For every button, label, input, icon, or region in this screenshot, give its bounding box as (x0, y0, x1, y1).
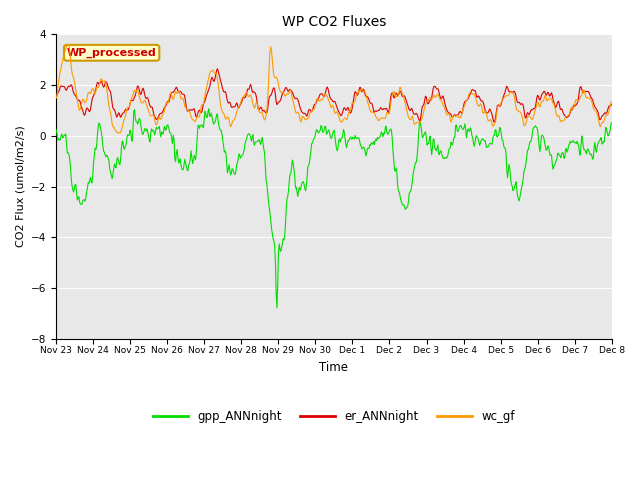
Title: WP CO2 Fluxes: WP CO2 Fluxes (282, 15, 386, 29)
X-axis label: Time: Time (319, 361, 348, 374)
Text: WP_processed: WP_processed (67, 48, 157, 58)
Y-axis label: CO2 Flux (umol/m2/s): CO2 Flux (umol/m2/s) (15, 126, 25, 247)
Legend: gpp_ANNnight, er_ANNnight, wc_gf: gpp_ANNnight, er_ANNnight, wc_gf (148, 406, 520, 428)
